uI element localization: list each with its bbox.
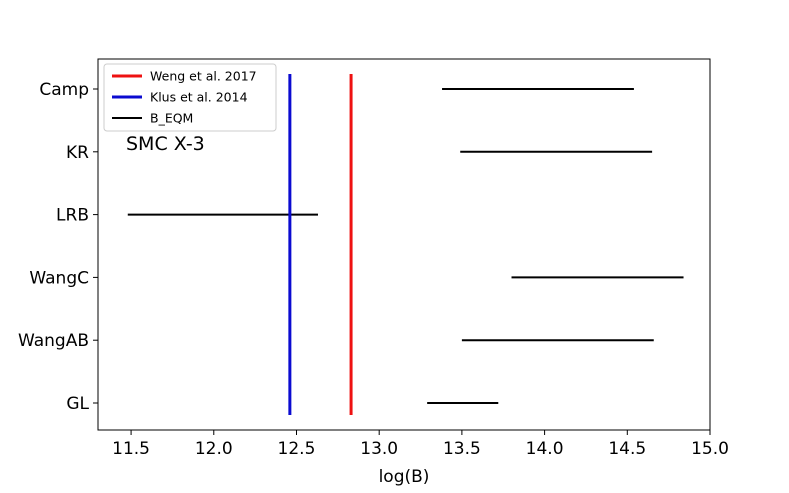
x-tick-label: 11.5 xyxy=(112,439,150,459)
plot-frame xyxy=(97,58,711,431)
legend-label: Klus et al. 2014 xyxy=(150,90,248,105)
x-axis: 11.5 12.0 12.5 13.0 13.5 14.0 14.5 15.0 xyxy=(112,430,729,459)
plot-area xyxy=(127,74,684,415)
x-tick-label: 12.0 xyxy=(195,439,233,459)
y-tick-label-gl: GL xyxy=(66,394,89,414)
x-tick-label: 12.5 xyxy=(278,439,316,459)
x-tick-label: 13.0 xyxy=(360,439,398,459)
y-tick-label-camp: Camp xyxy=(39,80,89,100)
y-tick-label-wangab: WangAB xyxy=(18,331,89,351)
legend-box xyxy=(103,63,277,132)
y-tick-label-kr: KR xyxy=(66,143,89,163)
x-tick-label: 13.5 xyxy=(443,439,481,459)
legend-label: Weng et al. 2017 xyxy=(150,69,257,84)
y-tick-label-lrb: LRB xyxy=(56,206,89,226)
legend: Weng et al. 2017 Klus et al. 2014 B_EQM xyxy=(103,63,277,132)
y-axis: GL WangAB WangC LRB KR Camp xyxy=(18,80,98,414)
y-tick-label-wangc: WangC xyxy=(29,268,89,288)
x-tick-label: 15.0 xyxy=(691,439,729,459)
x-axis-label: log(B) xyxy=(379,467,430,487)
x-tick-label: 14.5 xyxy=(608,439,646,459)
legend-label: B_EQM xyxy=(150,111,193,126)
x-tick-label: 14.0 xyxy=(526,439,564,459)
chart-annotation: SMC X-3 xyxy=(126,133,205,155)
